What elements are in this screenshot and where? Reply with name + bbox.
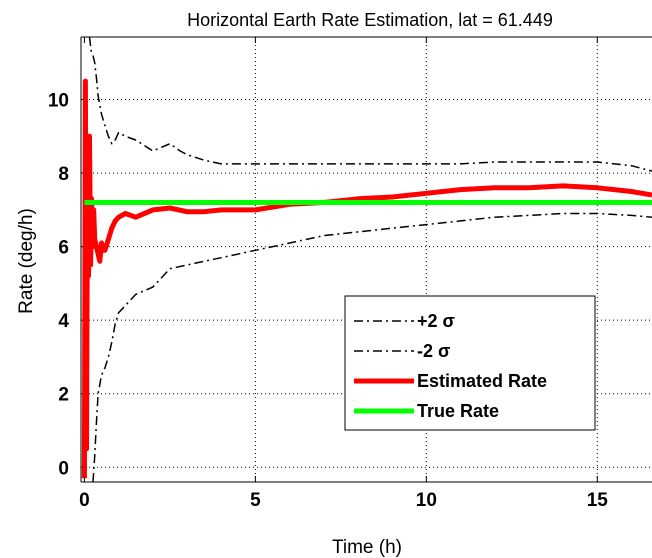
series-line-2-1 (92, 212, 652, 482)
series-line-estimated-rate-2 (81, 78, 652, 479)
legend: +2 σ -2 σ Estimated Rate True Rate (344, 295, 596, 431)
x-tick-label-5: 5 (250, 490, 261, 511)
y-tick-label-0: 0 (58, 458, 69, 479)
legend-label-estimated-rate: Estimated Rate (417, 371, 547, 391)
y-tick-label-4: 4 (58, 311, 69, 332)
legend-label-minus2sigma: -2 σ (417, 341, 450, 361)
series-line-2-0 (88, 37, 652, 172)
data-series (81, 37, 652, 482)
y-tick-label-8: 8 (58, 164, 69, 185)
x-axis-label: Time (h) (332, 537, 402, 558)
legend-label-true-rate: True Rate (417, 401, 499, 421)
y-tick-label-10: 10 (48, 91, 69, 112)
y-tick-label-2: 2 (58, 385, 69, 406)
y-axis-label: Rate (deg/h) (16, 208, 37, 314)
y-tick-label-6: 6 (58, 238, 69, 259)
chart-title: Horizontal Earth Rate Estimation, lat = … (187, 10, 553, 30)
legend-box (344, 295, 596, 431)
x-tick-label-10: 10 (416, 490, 437, 511)
legend-label-plus2sigma: +2 σ (417, 311, 455, 331)
x-tick-label-0: 0 (79, 490, 90, 511)
x-tick-label-15: 15 (587, 490, 609, 511)
